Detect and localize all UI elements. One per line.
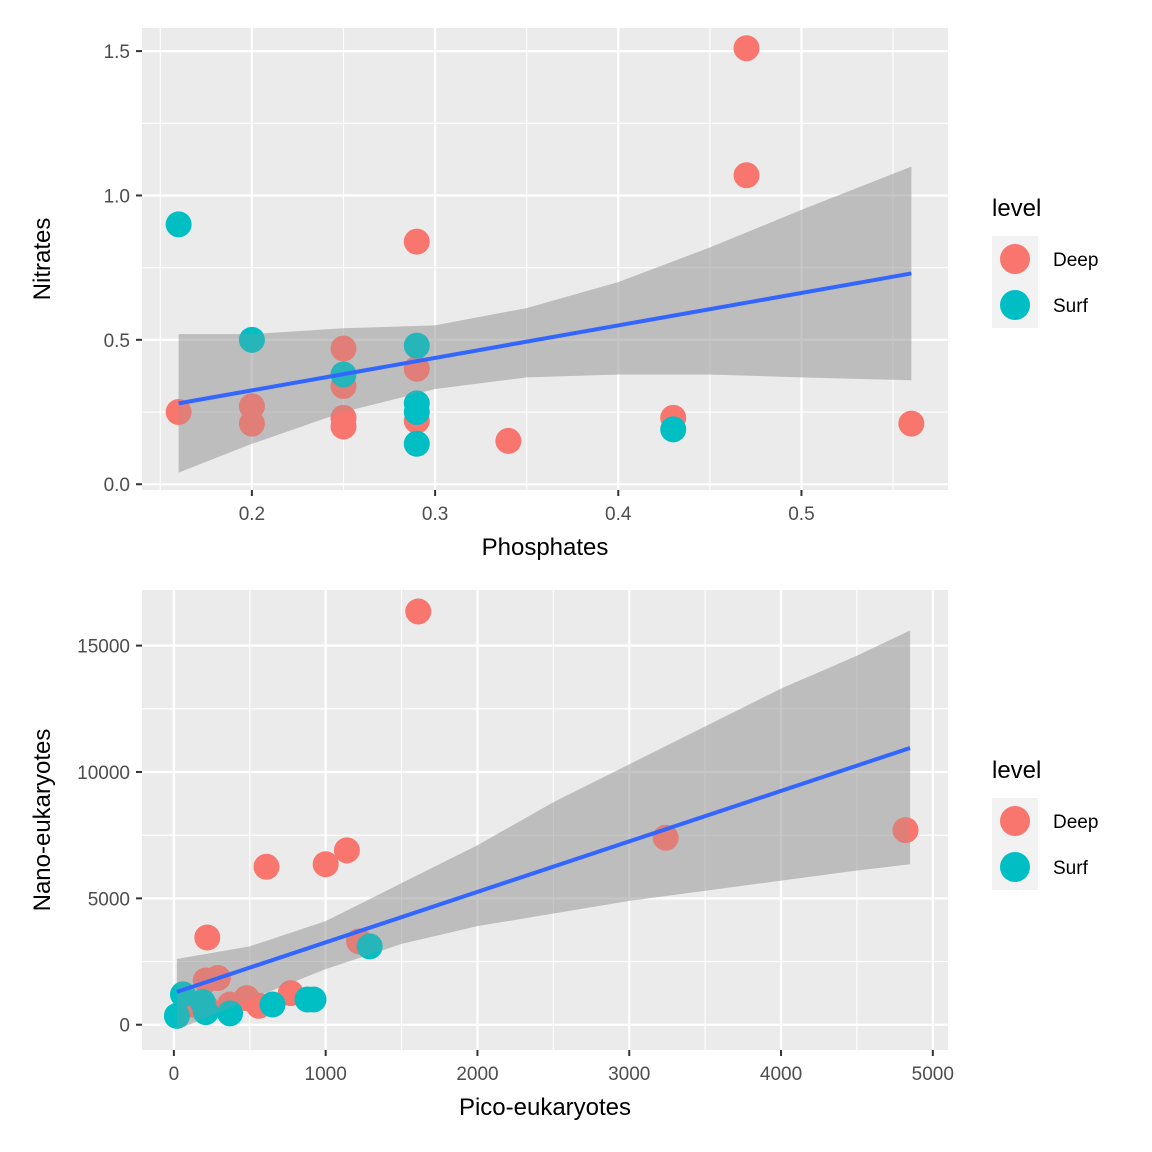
y-axis-title: Nitrates — [29, 218, 56, 301]
y-axis-ticks: 0 5000 10000 15000 — [77, 637, 142, 1037]
x-tick-label: 0.4 — [605, 504, 632, 525]
x-tick-label: 2000 — [456, 1064, 498, 1085]
data-point-deep — [165, 399, 192, 426]
data-point-deep — [495, 427, 522, 454]
data-point-surf — [217, 1000, 244, 1027]
data-point-surf — [163, 1002, 190, 1029]
x-tick-label: 1000 — [305, 1064, 347, 1085]
data-point-surf — [238, 326, 265, 353]
x-tick-label: 0.2 — [239, 504, 265, 525]
x-axis-title: Phosphates — [482, 534, 609, 561]
y-tick-label: 1.5 — [104, 42, 130, 63]
data-point-surf — [356, 933, 383, 960]
x-axis-ticks: 0.2 0.3 0.4 0.5 — [239, 490, 815, 525]
data-point-surf — [259, 991, 286, 1018]
x-tick-label: 0.5 — [788, 504, 814, 525]
data-point-deep — [403, 228, 430, 255]
y-tick-label: 0.5 — [104, 331, 130, 352]
data-point-deep — [253, 853, 280, 880]
data-point-deep — [238, 410, 265, 437]
y-tick-label: 0.0 — [104, 475, 130, 496]
x-tick-label: 5000 — [912, 1064, 954, 1085]
plot-nano-vs-pico-eukaryotes: 0 1000 2000 3000 4000 5000 0 5000 10000 15000 Pi… — [29, 590, 1098, 1121]
data-point-surf — [403, 332, 430, 359]
data-point-surf — [165, 211, 192, 238]
y-tick-label: 15000 — [77, 637, 130, 658]
legend-label-deep: Deep — [1053, 812, 1098, 833]
panel-background — [142, 590, 948, 1050]
data-point-surf — [660, 416, 687, 443]
confidence-band — [178, 166, 912, 473]
confidence-band-area — [178, 166, 912, 473]
minor-gridlines — [142, 590, 948, 1050]
data-point-surf — [192, 999, 219, 1026]
x-axis-title: Pico-eukaryotes — [459, 1094, 631, 1121]
data-point-deep — [733, 162, 760, 189]
data-point-deep — [312, 851, 339, 878]
legend-key-deep — [1000, 244, 1030, 274]
panel-background — [142, 28, 948, 490]
regression-line — [176, 746, 911, 994]
data-point-deep — [405, 598, 432, 625]
plot-nitrates-vs-phosphates: 0.2 0.3 0.4 0.5 0.0 0.5 1.0 1.5 Phosphates Nit… — [29, 28, 1098, 561]
data-point-deep — [892, 817, 919, 844]
y-axis-ticks: 0.0 0.5 1.0 1.5 — [104, 42, 142, 496]
x-tick-label: 0.3 — [422, 504, 448, 525]
legend-label-deep: Deep — [1053, 250, 1098, 271]
y-tick-label: 0 — [119, 1016, 130, 1037]
y-tick-label: 5000 — [88, 889, 130, 910]
data-point-deep — [194, 924, 221, 951]
y-axis-title: Nano-eukaryotes — [29, 729, 56, 912]
regression-line — [178, 271, 912, 406]
data-point-surf — [300, 986, 327, 1013]
x-tick-label: 4000 — [760, 1064, 802, 1085]
major-gridlines — [142, 590, 948, 1050]
legend-label-surf: Surf — [1053, 296, 1089, 317]
data-points — [165, 35, 925, 473]
data-point-deep — [330, 335, 357, 362]
data-point-surf — [403, 430, 430, 457]
legend: level Deep Surf — [992, 195, 1098, 328]
regression-line-path — [176, 746, 911, 994]
data-point-deep — [330, 413, 357, 440]
y-tick-label: 10000 — [77, 763, 130, 784]
minor-gridlines — [142, 28, 948, 490]
legend-title: level — [992, 195, 1041, 222]
regression-line-path — [178, 271, 912, 406]
data-point-deep — [898, 410, 925, 437]
legend-key-deep — [1000, 806, 1030, 836]
x-tick-label: 0 — [169, 1064, 180, 1085]
legend: level Deep Surf — [992, 757, 1098, 890]
y-tick-label: 1.0 — [104, 186, 130, 207]
confidence-band-overlay — [178, 166, 912, 473]
data-point-deep — [733, 35, 760, 62]
x-tick-label: 3000 — [608, 1064, 650, 1085]
data-point-deep — [333, 837, 360, 864]
x-axis-ticks: 0 1000 2000 3000 4000 5000 — [169, 1050, 954, 1085]
legend-label-surf: Surf — [1053, 858, 1089, 879]
legend-key-surf — [1000, 852, 1030, 882]
legend-title: level — [992, 757, 1041, 784]
data-point-surf — [403, 399, 430, 426]
legend-key-surf — [1000, 290, 1030, 320]
